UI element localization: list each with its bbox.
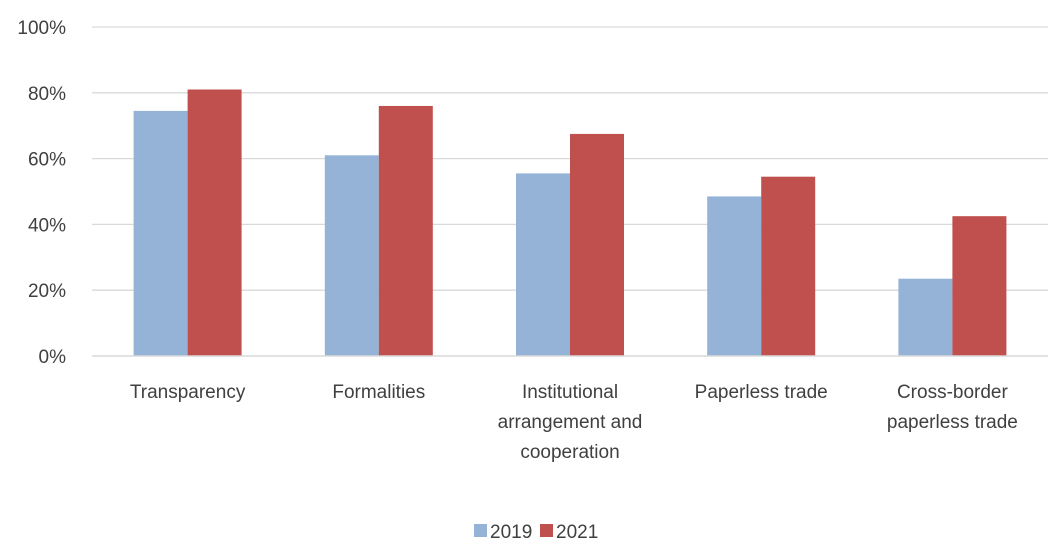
- category-label: Formalities: [332, 382, 425, 403]
- legend-label-2021: 2021: [556, 522, 598, 543]
- bars: [133, 89, 1007, 357]
- y-tick-label: 20%: [28, 281, 66, 302]
- bar-2019: [707, 196, 762, 356]
- bar-2021: [761, 176, 816, 356]
- y-axis-tick-labels: 0% 20% 40% 60% 80% 100%: [17, 18, 66, 368]
- bar-2019: [133, 110, 188, 357]
- legend-label-2019: 2019: [490, 522, 532, 543]
- category-label: Institutional arrangement and cooperation: [498, 382, 643, 463]
- y-tick-label: 0%: [39, 347, 67, 368]
- bar-2019: [516, 173, 570, 356]
- category-label: Cross-border paperless trade: [887, 382, 1018, 433]
- category-label: Transparency: [130, 382, 246, 403]
- category-label: Paperless trade: [695, 382, 828, 403]
- bar-2019: [324, 155, 379, 356]
- legend-swatch-2019: [474, 524, 487, 537]
- bar-2021: [378, 105, 433, 357]
- category-label-line: Formalities: [332, 382, 425, 403]
- category-label-line: Paperless trade: [695, 382, 828, 403]
- y-tick-label: 80%: [28, 84, 66, 105]
- bar-2021: [187, 89, 242, 356]
- bar-2021: [952, 216, 1007, 356]
- y-tick-label: 60%: [28, 150, 66, 171]
- legend-swatch-2021: [540, 524, 553, 537]
- y-tick-label: 40%: [28, 215, 66, 236]
- category-label-line: Cross-border: [897, 382, 1009, 403]
- y-tick-label: 100%: [17, 18, 66, 39]
- legend: 2019 2021: [474, 522, 598, 543]
- category-label-line: paperless trade: [887, 412, 1018, 433]
- category-label-line: Institutional: [522, 382, 618, 403]
- category-label-line: Transparency: [130, 382, 246, 403]
- category-label-line: cooperation: [520, 442, 619, 463]
- bar-2019: [898, 278, 953, 356]
- category-labels: Transparency Formalities Institutional arra…: [130, 382, 1018, 463]
- bar-2021: [570, 133, 624, 356]
- category-label-line: arrangement and: [498, 412, 643, 433]
